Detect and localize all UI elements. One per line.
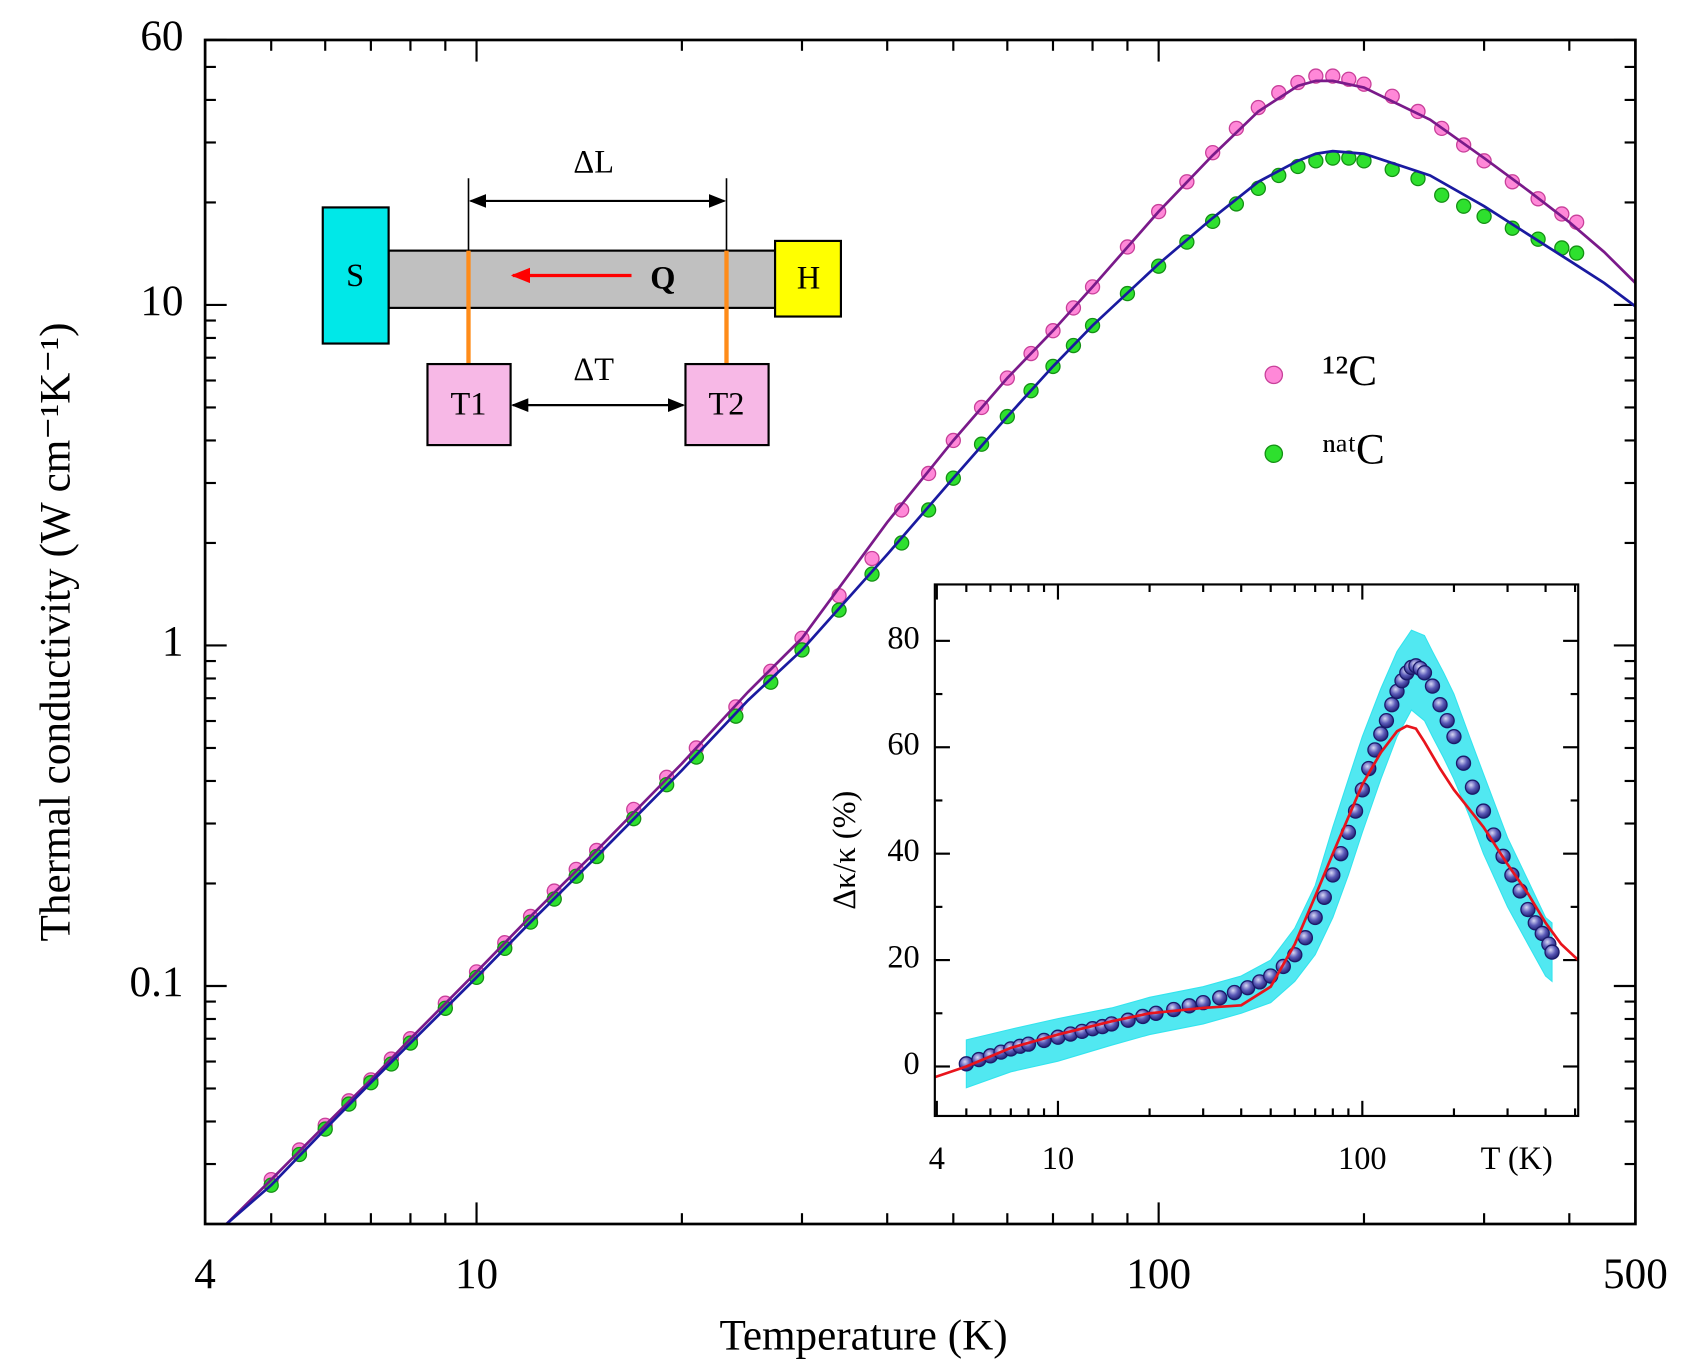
legend-marker xyxy=(1264,444,1284,464)
heater-block xyxy=(773,239,842,318)
data-point xyxy=(1341,150,1357,166)
thermometer-box xyxy=(426,362,512,447)
y-tick-label: 60 xyxy=(887,727,919,763)
data-point xyxy=(1475,803,1492,819)
data-point xyxy=(1373,726,1389,742)
data-point xyxy=(1307,909,1323,926)
inset-plot: 4 10 100 0 20 40 60 80 xyxy=(887,584,1579,1177)
fit-line xyxy=(934,724,1579,1079)
inset-frame xyxy=(933,583,1580,1118)
x-tick-label: 4 xyxy=(929,1141,945,1177)
data-point xyxy=(1476,208,1492,225)
data-point xyxy=(1455,198,1472,214)
inset-x-axis-label: T (K) xyxy=(1481,1141,1553,1177)
legend-marker xyxy=(1264,365,1284,385)
data-point xyxy=(1204,145,1221,161)
data-point xyxy=(1455,755,1472,771)
data-point xyxy=(1476,153,1492,169)
data-point xyxy=(763,674,779,690)
thermometer-label: T2 xyxy=(709,387,745,423)
heat-flow-label: Q xyxy=(650,260,675,296)
data-point xyxy=(920,502,937,518)
data-point xyxy=(1504,174,1520,190)
y-tick-label: 40 xyxy=(887,833,919,869)
data-point xyxy=(1504,867,1520,883)
data-point xyxy=(1239,980,1256,996)
sink-block xyxy=(321,206,390,345)
plot-area xyxy=(225,68,1636,1224)
data-point xyxy=(1520,901,1536,918)
y-tick-label: 1 xyxy=(162,618,184,665)
data-point xyxy=(1439,712,1455,729)
data-point xyxy=(1316,889,1332,905)
heater-label: H xyxy=(797,260,820,296)
data-point xyxy=(1432,697,1448,713)
data-point xyxy=(1416,665,1433,681)
legend-label: ¹²C xyxy=(1322,348,1377,395)
data-point xyxy=(1212,990,1228,1006)
thermometer-label: T1 xyxy=(451,387,487,423)
data-point xyxy=(1228,120,1245,137)
plot-area xyxy=(934,629,1579,1089)
legend-label: ⁿᵃᵗC xyxy=(1322,427,1384,474)
data-point xyxy=(1527,915,1543,931)
data-point xyxy=(1446,728,1462,745)
data-point xyxy=(1464,779,1481,795)
x-tick-label: 500 xyxy=(1603,1251,1668,1298)
data-point xyxy=(864,550,880,567)
temperature-difference-label: ΔT xyxy=(573,352,614,388)
data-point xyxy=(1384,697,1400,713)
data-point xyxy=(1195,994,1211,1011)
x-axis-label: Temperature (K) xyxy=(719,1312,1007,1359)
sink-label: S xyxy=(346,258,364,294)
x-tick-label: 100 xyxy=(1126,1251,1191,1298)
data-point xyxy=(1226,984,1243,1001)
y-tick-label: 10 xyxy=(140,278,183,325)
length-label: ΔL xyxy=(573,145,614,181)
data-point xyxy=(1544,944,1560,960)
y-tick-label: 0 xyxy=(904,1046,920,1082)
data-point xyxy=(1434,187,1450,203)
sample-bar xyxy=(387,249,777,309)
data-point xyxy=(864,566,880,582)
schematic: S H Q T1 T2 ΔL ΔT xyxy=(321,145,842,447)
y-tick-label: 20 xyxy=(887,940,919,976)
x-tick-label: 100 xyxy=(1338,1141,1387,1177)
x-tick-label: 10 xyxy=(455,1251,498,1298)
y-axis-label: Thermal conductivity (W cm⁻¹K⁻¹) xyxy=(32,322,79,941)
data-point xyxy=(1204,213,1221,230)
y-tick-label: 60 xyxy=(140,13,183,60)
y-tick-label: 80 xyxy=(887,620,919,656)
plot-frame xyxy=(203,38,1637,1226)
inset-y-axis-label: Δκ/κ (%) xyxy=(827,791,863,910)
y-tick-label: 0.1 xyxy=(130,959,184,1006)
data-point xyxy=(1424,678,1441,694)
thermometer-box xyxy=(684,362,770,447)
fit-line xyxy=(225,149,1636,1224)
data-point xyxy=(1568,245,1585,261)
x-tick-label: 10 xyxy=(1042,1141,1074,1177)
fit-line xyxy=(225,79,1636,1224)
x-tick-label: 4 xyxy=(194,1251,216,1298)
data-point xyxy=(1378,712,1395,729)
data-point xyxy=(1325,867,1341,883)
data-point xyxy=(728,708,744,724)
